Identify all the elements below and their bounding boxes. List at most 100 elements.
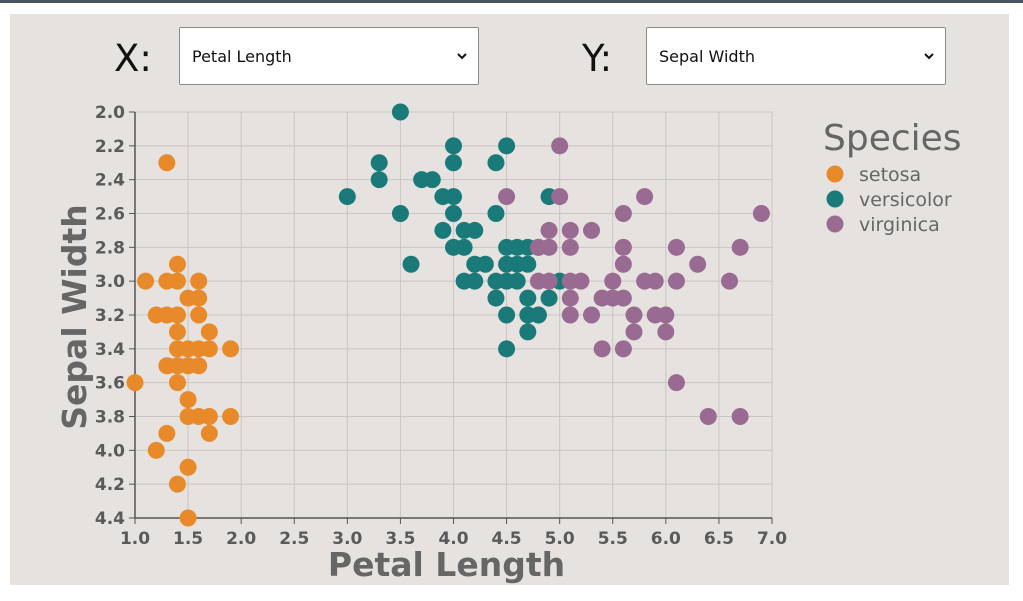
virginica-point	[561, 221, 579, 239]
y-tick-label: 4.4	[95, 509, 125, 529]
virginica-point	[561, 238, 579, 256]
y-tick-label: 3.6	[95, 374, 125, 394]
setosa-point	[126, 374, 144, 392]
virginica-point	[614, 238, 632, 256]
versicolor-point	[498, 137, 516, 155]
virginica-point	[561, 289, 579, 307]
virginica-point	[583, 221, 601, 239]
virginica-point	[752, 205, 770, 222]
grid	[134, 111, 773, 519]
versicolor-point	[445, 188, 462, 206]
x-tick-label: 1.0	[120, 529, 150, 549]
versicolor-point	[391, 205, 409, 222]
virginica-point	[540, 272, 558, 290]
setosa-point	[179, 458, 197, 476]
setosa-point	[190, 289, 208, 307]
setosa-point	[168, 323, 186, 341]
x-axis-select-value: Petal Length	[192, 46, 292, 66]
versicolor-point	[434, 221, 452, 239]
virginica-point	[572, 272, 590, 290]
virginica-point	[604, 272, 622, 290]
versicolor-point	[519, 323, 537, 341]
legend-swatch-setosa	[826, 165, 844, 183]
versicolor-point	[519, 255, 537, 273]
virginica-point	[614, 255, 632, 273]
versicolor-point	[508, 272, 526, 290]
virginica-point	[646, 272, 664, 290]
virginica-point	[667, 272, 685, 290]
virginica-point	[625, 306, 643, 324]
x-tick-label: 2.5	[279, 529, 309, 549]
data-points	[126, 103, 770, 527]
legend-label-setosa: setosa	[859, 164, 921, 186]
versicolor-point	[370, 154, 388, 172]
virginica-point	[699, 408, 717, 425]
setosa-point	[200, 408, 218, 425]
virginica-point	[614, 205, 632, 222]
setosa-point	[200, 340, 218, 358]
x-tick-label: 6.5	[704, 529, 734, 549]
x-tick-label: 2.0	[226, 529, 256, 549]
y-axis-select-value: Sepal Width	[659, 46, 755, 66]
y-tick-label: 2.6	[95, 205, 125, 225]
x-tick-label: 4.5	[492, 529, 522, 549]
setosa-point	[200, 323, 218, 341]
virginica-point	[667, 374, 685, 392]
legend-swatch-virginica	[826, 215, 844, 233]
virginica-point	[561, 306, 579, 324]
versicolor-point	[487, 289, 505, 307]
y-axis-select[interactable]: Sepal Width	[646, 27, 946, 85]
virginica-point	[540, 221, 558, 239]
setosa-point	[168, 306, 186, 324]
y-tick-label: 4.2	[95, 475, 125, 495]
versicolor-point	[402, 255, 420, 273]
y-axis-title: Sepal Width	[55, 204, 94, 429]
setosa-point	[200, 424, 218, 442]
setosa-point	[222, 340, 240, 358]
legend-label-virginica: virginica	[859, 214, 940, 236]
x-selector-label: X:	[114, 37, 152, 80]
versicolor-point	[466, 272, 484, 290]
virginica-point	[657, 323, 675, 341]
chevron-down-icon	[924, 53, 934, 60]
setosa-point	[179, 509, 197, 527]
y-tick-label: 4.0	[95, 441, 125, 461]
virginica-point	[667, 238, 685, 256]
x-tick-label: 1.5	[173, 529, 203, 549]
virginica-point	[583, 306, 601, 324]
virginica-point	[614, 289, 632, 307]
x-tick-label: 5.0	[545, 529, 575, 549]
virginica-point	[689, 255, 707, 273]
virginica-point	[731, 238, 749, 256]
virginica-point	[498, 188, 516, 206]
x-tick-label: 6.0	[651, 529, 681, 549]
legend-title: Species	[823, 118, 962, 159]
x-tick-label: 4.0	[438, 529, 468, 549]
legend-swatch-versicolor	[826, 190, 844, 208]
setosa-point	[190, 357, 208, 375]
x-tick-label: 3.0	[332, 529, 362, 549]
virginica-point	[636, 188, 654, 206]
setosa-point	[179, 391, 197, 409]
setosa-point	[190, 306, 208, 324]
chevron-down-icon	[457, 53, 467, 60]
x-tick-label: 7.0	[757, 529, 787, 549]
y-tick-label: 3.8	[95, 408, 125, 428]
virginica-point	[540, 238, 558, 256]
versicolor-point	[338, 188, 356, 206]
virginica-point	[551, 188, 569, 206]
setosa-point	[158, 424, 176, 442]
virginica-point	[721, 272, 739, 290]
setosa-point	[168, 374, 186, 392]
versicolor-point	[445, 205, 462, 222]
versicolor-point	[370, 171, 388, 189]
virginica-point	[657, 306, 675, 324]
versicolor-point	[455, 238, 473, 256]
top-border	[0, 0, 1023, 3]
y-tick-label: 3.2	[95, 306, 125, 326]
versicolor-point	[519, 289, 537, 307]
x-axis-select[interactable]: Petal Length	[179, 27, 479, 85]
setosa-point	[158, 154, 176, 172]
virginica-point	[593, 340, 611, 358]
